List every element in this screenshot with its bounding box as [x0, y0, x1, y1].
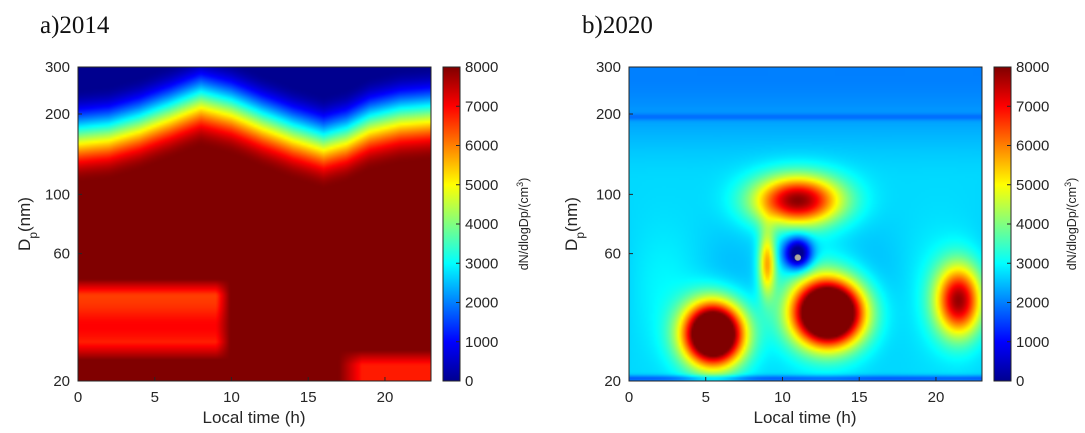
panel-a-title: a)2014: [40, 12, 110, 39]
panel-b-title: b)2020: [582, 12, 653, 39]
colorbar-tick-label: 6000: [1016, 138, 1049, 155]
colorbar-label-a: dN/dlogDp/(cm3): [515, 178, 531, 271]
colorbar-tick-label: 3000: [1016, 255, 1049, 272]
axis-ticks-a: 0 5 10 15 20 20 60 100 200 300: [45, 59, 393, 406]
colorbar-tick-label: 8000: [1016, 59, 1049, 76]
y-tick-label: 300: [596, 59, 621, 76]
axis-ticks-b: 0 5 10 15 20 20 60 100 200 300: [596, 59, 944, 406]
colorbar-tick-label: 0: [465, 373, 473, 390]
marker-point: [794, 254, 802, 261]
y-tick-label: 100: [596, 186, 621, 203]
heatmap-a: [78, 67, 431, 381]
x-tick-label: 10: [223, 389, 240, 406]
colorbar-tick-label: 3000: [465, 255, 498, 272]
colorbar-tick-label: 2000: [465, 295, 498, 312]
colorbar-ticks-b: 0 1000 2000 3000 4000 5000 6000 7000 8000: [1007, 59, 1049, 390]
colorbar-tick-label: 8000: [465, 59, 498, 76]
colorbar-tick-label: 4000: [465, 216, 498, 233]
colorbar-tick-label: 2000: [1016, 295, 1049, 312]
x-tick-label: 20: [377, 389, 394, 406]
plot-frame-b: [628, 66, 983, 382]
x-tick-label: 0: [74, 389, 82, 406]
y-axis-label-b: Dp(nm): [562, 197, 587, 251]
y-tick-label: 200: [596, 106, 621, 123]
x-tick-label: 5: [702, 389, 710, 406]
x-tick-label: 0: [625, 389, 633, 406]
colorbar-tick-label: 1000: [465, 334, 498, 351]
x-axis-label-b: Local time (h): [754, 408, 857, 427]
y-tick-label: 60: [604, 246, 621, 263]
colorbar-tick-label: 6000: [465, 138, 498, 155]
y-tick-label: 300: [45, 59, 70, 76]
x-tick-label: 20: [928, 389, 945, 406]
x-tick-label: 15: [300, 389, 317, 406]
x-tick-label: 10: [774, 389, 791, 406]
y-tick-label: 20: [604, 373, 621, 390]
y-tick-label: 60: [53, 246, 70, 263]
colorbar-tick-label: 1000: [1016, 334, 1049, 351]
colorbar-tick-label: 7000: [1016, 98, 1049, 115]
colorbar-tick-label: 4000: [1016, 216, 1049, 233]
y-axis-label-a: Dp(nm): [15, 197, 40, 251]
x-tick-label: 15: [851, 389, 868, 406]
colorbar-label-b: dN/dlogDp/(cm3): [1063, 178, 1079, 271]
x-tick-label: 5: [151, 389, 159, 406]
x-axis-label-a: Local time (h): [203, 408, 306, 427]
colorbar-ticks-a: 0 1000 2000 3000 4000 5000 6000 7000 8000: [456, 59, 498, 390]
colorbar-tick-label: 5000: [465, 177, 498, 194]
plot-frame-a: [77, 66, 432, 382]
y-tick-label: 20: [53, 373, 70, 390]
colorbar-tick-label: 0: [1016, 373, 1024, 390]
y-tick-label: 200: [45, 106, 70, 123]
panel-b: 0 5 10 15 20 20 60 100 200 300 Local time (h) Dp(…: [562, 59, 1079, 427]
colorbar-tick-label: 7000: [465, 98, 498, 115]
colorbar-tick-label: 5000: [1016, 177, 1049, 194]
heatmap-b: [629, 67, 982, 381]
panel-a: 0 5 10 15 20 20 60 100 200 300 Local time (h) Dp(…: [15, 59, 531, 427]
y-tick-label: 100: [45, 186, 70, 203]
